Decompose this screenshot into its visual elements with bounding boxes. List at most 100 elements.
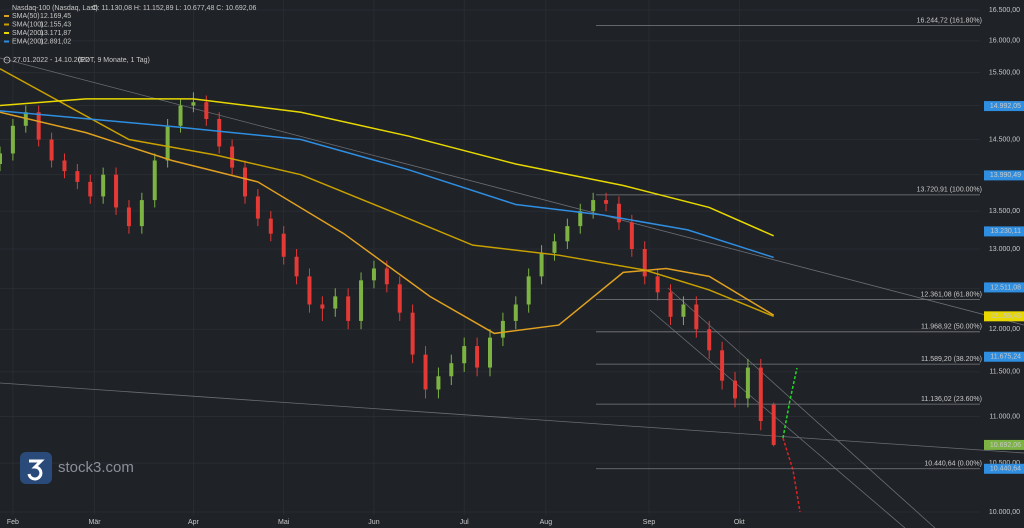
down-arrow	[782, 437, 801, 513]
candle-body	[307, 276, 312, 305]
candle-body	[139, 200, 144, 227]
y-tick-label: 13.500,00	[989, 208, 1020, 215]
candle-body	[230, 146, 235, 168]
ohlc: O: 11.130,08 H: 11.152,89 L: 10.677,48 C…	[92, 5, 256, 12]
x-tick-label: Jul	[460, 519, 469, 526]
legend-value: 12.169,45	[40, 13, 71, 20]
ma-line	[0, 110, 774, 259]
candle-body	[255, 196, 260, 219]
y-tick-label: 16.000,00	[989, 38, 1020, 45]
candle-body	[733, 380, 737, 399]
candle-body	[771, 404, 776, 445]
candle-body	[281, 233, 286, 257]
legend-name: SMA(100)	[12, 21, 44, 28]
candle-body	[88, 181, 93, 197]
candle-body	[578, 211, 583, 227]
x-tick-label: Mai	[278, 519, 290, 526]
candle-body	[655, 276, 660, 293]
candle-body	[745, 367, 750, 399]
price-badge	[984, 170, 1024, 181]
y-tick-label: 11.500,00	[989, 369, 1020, 376]
ma-line	[0, 111, 775, 335]
range-note: (EDT, 9 Monate, 1 Tag)	[78, 57, 150, 64]
price-badge-label: 13.990,49	[990, 172, 1021, 179]
instrument: Nasdaq-100 (Nasdaq, Last)	[12, 5, 98, 12]
candle-body	[126, 207, 131, 227]
candle-body	[384, 268, 389, 285]
candle-body	[0, 153, 2, 165]
candle-body	[462, 346, 467, 364]
legend-value: 12.891,02	[40, 38, 71, 45]
price-badge-label: 11.675,24	[990, 354, 1021, 361]
projection-arrows	[782, 367, 801, 513]
candle-body	[720, 350, 725, 381]
candle-body	[591, 200, 596, 212]
candle-body	[681, 304, 686, 317]
price-badge	[984, 439, 1024, 450]
legend-value: 12.155,43	[40, 21, 71, 28]
price-badge	[984, 282, 1024, 293]
candle-body	[629, 222, 634, 249]
price-badge	[984, 226, 1024, 237]
price-badge-label: 14.992,05	[990, 103, 1021, 110]
fib-label: 13.720,91 (100.00%)	[917, 187, 982, 194]
clock-icon	[3, 56, 11, 64]
candle-body	[191, 102, 196, 106]
price-badge	[984, 101, 1024, 112]
candle-body	[204, 102, 209, 119]
x-tick-label: Mär	[89, 519, 102, 526]
price-badge	[984, 351, 1024, 362]
candle-body	[62, 160, 67, 172]
price-badge-label: 10.692,06	[990, 442, 1021, 449]
price-badge-label: 12.511,08	[990, 284, 1021, 291]
fib-label: 12.361,08 (61.80%)	[921, 291, 983, 298]
x-tick-label: Aug	[540, 519, 553, 526]
fib-label: 11.968,92 (50.00%)	[921, 324, 982, 331]
candle-body	[36, 112, 41, 140]
candle-body	[758, 367, 763, 422]
candle-body	[114, 174, 119, 208]
candle-body	[616, 203, 621, 223]
candle-body	[436, 376, 441, 390]
candle-body	[165, 125, 170, 161]
trendline	[0, 382, 1024, 454]
ma-line	[0, 68, 774, 318]
trendline	[667, 287, 936, 528]
price-badge-label: 13.230,11	[990, 228, 1021, 235]
candle-body	[101, 174, 106, 197]
candle-body	[268, 218, 273, 234]
price-badge	[984, 463, 1024, 474]
candle-body	[410, 312, 415, 355]
y-tick-label: 16.500,00	[989, 7, 1020, 14]
fib-label: 11.589,20 (38.20%)	[921, 356, 982, 363]
candle-body	[333, 296, 338, 309]
legend-value: 13.171,87	[40, 30, 71, 37]
date-range: 27.01.2022 - 14.10.2022	[13, 57, 89, 64]
candle-body	[488, 337, 492, 368]
price-badge-label: 12.155,43	[990, 313, 1021, 320]
candle-body	[49, 139, 54, 161]
candle-body	[10, 125, 15, 154]
price-badge	[984, 311, 1024, 322]
trendline	[0, 57, 1024, 326]
legend-name: SMA(200)	[12, 30, 44, 37]
trendline	[649, 309, 906, 528]
y-tick-label: 12.000,00	[989, 326, 1020, 333]
fib-label: 16.244,72 (161.80%)	[917, 17, 982, 24]
trendlines	[0, 57, 1024, 528]
candle-body	[449, 363, 454, 377]
candle-body	[668, 292, 673, 317]
candle-body	[320, 304, 325, 309]
candle-body	[552, 241, 557, 253]
candle-body	[152, 160, 157, 201]
candle-body	[346, 296, 351, 321]
candle-body	[75, 171, 80, 182]
candle-body	[694, 304, 699, 330]
legend-name: SMA(50)	[12, 13, 40, 20]
candle-body	[371, 268, 376, 281]
candle-body	[294, 256, 299, 277]
y-tick-label: 10.500,00	[989, 460, 1020, 467]
candle-body	[513, 304, 518, 321]
